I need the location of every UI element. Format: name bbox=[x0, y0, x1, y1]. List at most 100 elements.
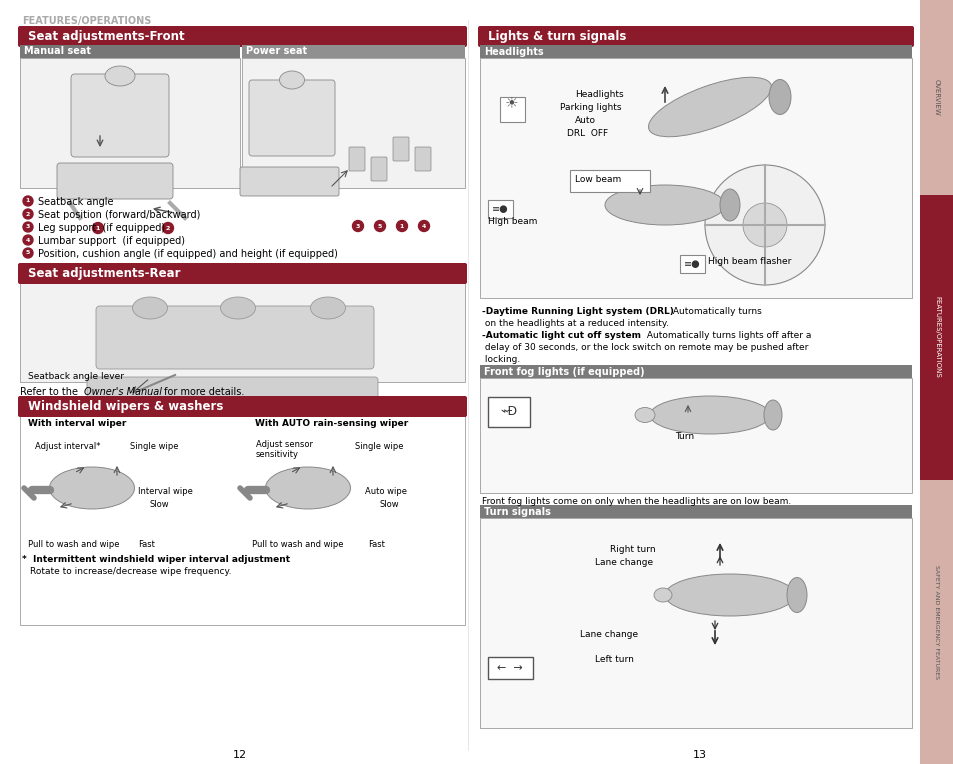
Text: Pull to wash and wipe: Pull to wash and wipe bbox=[28, 540, 119, 549]
Circle shape bbox=[742, 203, 786, 247]
Text: SAFETY AND EMERGENCY FEATURES: SAFETY AND EMERGENCY FEATURES bbox=[934, 565, 939, 679]
Text: Seat adjustments-Rear: Seat adjustments-Rear bbox=[28, 267, 180, 280]
Circle shape bbox=[23, 196, 33, 206]
FancyBboxPatch shape bbox=[87, 377, 377, 413]
Text: Front fog lights (if equipped): Front fog lights (if equipped) bbox=[483, 367, 644, 377]
Text: With AUTO rain-sensing wiper: With AUTO rain-sensing wiper bbox=[254, 419, 408, 428]
FancyBboxPatch shape bbox=[249, 80, 335, 156]
FancyBboxPatch shape bbox=[371, 157, 387, 181]
Text: FEATURES/OPERATIONS: FEATURES/OPERATIONS bbox=[22, 16, 152, 26]
Bar bbox=[488, 397, 530, 427]
Text: ←  →: ← → bbox=[497, 663, 522, 673]
Text: Auto: Auto bbox=[575, 116, 596, 125]
Circle shape bbox=[352, 221, 363, 231]
Ellipse shape bbox=[604, 185, 724, 225]
Text: Right turn: Right turn bbox=[609, 545, 655, 554]
Circle shape bbox=[92, 222, 103, 234]
Text: With interval wiper: With interval wiper bbox=[28, 419, 126, 428]
Text: Rotate to increase/decrease wipe frequency.: Rotate to increase/decrease wipe frequen… bbox=[30, 567, 232, 576]
Circle shape bbox=[23, 209, 33, 219]
Text: 4: 4 bbox=[26, 238, 30, 242]
Ellipse shape bbox=[635, 407, 655, 422]
Ellipse shape bbox=[649, 396, 769, 434]
Bar bbox=[479, 505, 911, 518]
Text: 1: 1 bbox=[95, 225, 100, 231]
Ellipse shape bbox=[220, 297, 255, 319]
Text: Lane change: Lane change bbox=[579, 630, 638, 639]
Text: Seatback angle lever: Seatback angle lever bbox=[28, 372, 124, 381]
Text: Fast: Fast bbox=[368, 540, 384, 549]
Bar bbox=[479, 378, 911, 493]
Bar bbox=[479, 45, 911, 58]
FancyBboxPatch shape bbox=[477, 26, 913, 47]
Bar bbox=[919, 195, 953, 480]
Bar bbox=[488, 200, 513, 218]
Text: 3: 3 bbox=[26, 225, 30, 229]
Ellipse shape bbox=[664, 574, 794, 616]
Text: OVERVIEW: OVERVIEW bbox=[933, 79, 939, 115]
Text: Seat adjustments-Front: Seat adjustments-Front bbox=[28, 30, 185, 43]
Text: Turn: Turn bbox=[675, 432, 694, 441]
Text: FEATURES/OPERATIONS: FEATURES/OPERATIONS bbox=[933, 296, 939, 378]
Circle shape bbox=[375, 221, 385, 231]
Text: sensitivity: sensitivity bbox=[255, 450, 298, 459]
Bar bbox=[499, 97, 524, 122]
FancyBboxPatch shape bbox=[57, 163, 172, 199]
Text: ≡●: ≡● bbox=[683, 259, 700, 269]
Text: Turn signals: Turn signals bbox=[483, 507, 550, 517]
Text: Slow: Slow bbox=[379, 500, 399, 509]
Text: Left turn: Left turn bbox=[595, 655, 633, 664]
Circle shape bbox=[418, 221, 429, 231]
Ellipse shape bbox=[648, 77, 771, 137]
Bar bbox=[20, 45, 240, 58]
Text: 13: 13 bbox=[692, 750, 706, 760]
Bar bbox=[20, 58, 240, 188]
Circle shape bbox=[396, 221, 407, 231]
Circle shape bbox=[23, 222, 33, 232]
Ellipse shape bbox=[763, 400, 781, 430]
Text: ☀: ☀ bbox=[505, 96, 518, 111]
Text: 12: 12 bbox=[233, 750, 247, 760]
Text: ≡●: ≡● bbox=[491, 204, 508, 214]
Circle shape bbox=[162, 222, 173, 234]
Ellipse shape bbox=[105, 66, 135, 86]
Text: Position, cushion angle (if equipped) and height (if equipped): Position, cushion angle (if equipped) an… bbox=[38, 249, 337, 259]
Bar bbox=[479, 58, 911, 298]
Text: delay of 30 seconds, or the lock switch on remote may be pushed after: delay of 30 seconds, or the lock switch … bbox=[481, 343, 807, 352]
Text: Lumbar support  (if equipped): Lumbar support (if equipped) bbox=[38, 236, 185, 246]
Text: Adjust sensor: Adjust sensor bbox=[255, 440, 313, 449]
Ellipse shape bbox=[279, 71, 304, 89]
Ellipse shape bbox=[50, 467, 134, 509]
Text: Headlights: Headlights bbox=[575, 90, 623, 99]
Ellipse shape bbox=[654, 588, 671, 602]
Bar bbox=[919, 480, 953, 764]
Text: 5: 5 bbox=[377, 224, 382, 228]
Text: Refer to the: Refer to the bbox=[20, 387, 81, 397]
Bar bbox=[20, 415, 464, 625]
FancyBboxPatch shape bbox=[415, 147, 431, 171]
Bar bbox=[679, 255, 704, 273]
Text: Auto wipe: Auto wipe bbox=[365, 487, 407, 496]
FancyBboxPatch shape bbox=[96, 306, 374, 369]
Circle shape bbox=[23, 248, 33, 258]
Text: Owner's Manual: Owner's Manual bbox=[84, 387, 162, 397]
Text: Low beam: Low beam bbox=[575, 175, 620, 184]
Text: Front fog lights come on only when the headlights are on low beam.: Front fog lights come on only when the h… bbox=[481, 497, 790, 506]
Text: Manual seat: Manual seat bbox=[24, 46, 91, 56]
Text: Lane change: Lane change bbox=[595, 558, 653, 567]
Text: 5: 5 bbox=[26, 251, 30, 255]
Text: Automatically turns: Automatically turns bbox=[669, 307, 760, 316]
Text: locking.: locking. bbox=[481, 355, 519, 364]
Text: Single wipe: Single wipe bbox=[130, 442, 178, 451]
Text: Windshield wipers & washers: Windshield wipers & washers bbox=[28, 400, 223, 413]
Circle shape bbox=[23, 235, 33, 245]
Circle shape bbox=[704, 165, 824, 285]
Text: Leg support  (if equipped): Leg support (if equipped) bbox=[38, 223, 165, 233]
Bar bbox=[569, 170, 649, 192]
Text: Pull to wash and wipe: Pull to wash and wipe bbox=[252, 540, 343, 549]
Text: Interval wipe: Interval wipe bbox=[138, 487, 193, 496]
Ellipse shape bbox=[132, 297, 168, 319]
Bar bbox=[479, 365, 911, 378]
Ellipse shape bbox=[768, 79, 790, 115]
FancyBboxPatch shape bbox=[18, 396, 467, 417]
